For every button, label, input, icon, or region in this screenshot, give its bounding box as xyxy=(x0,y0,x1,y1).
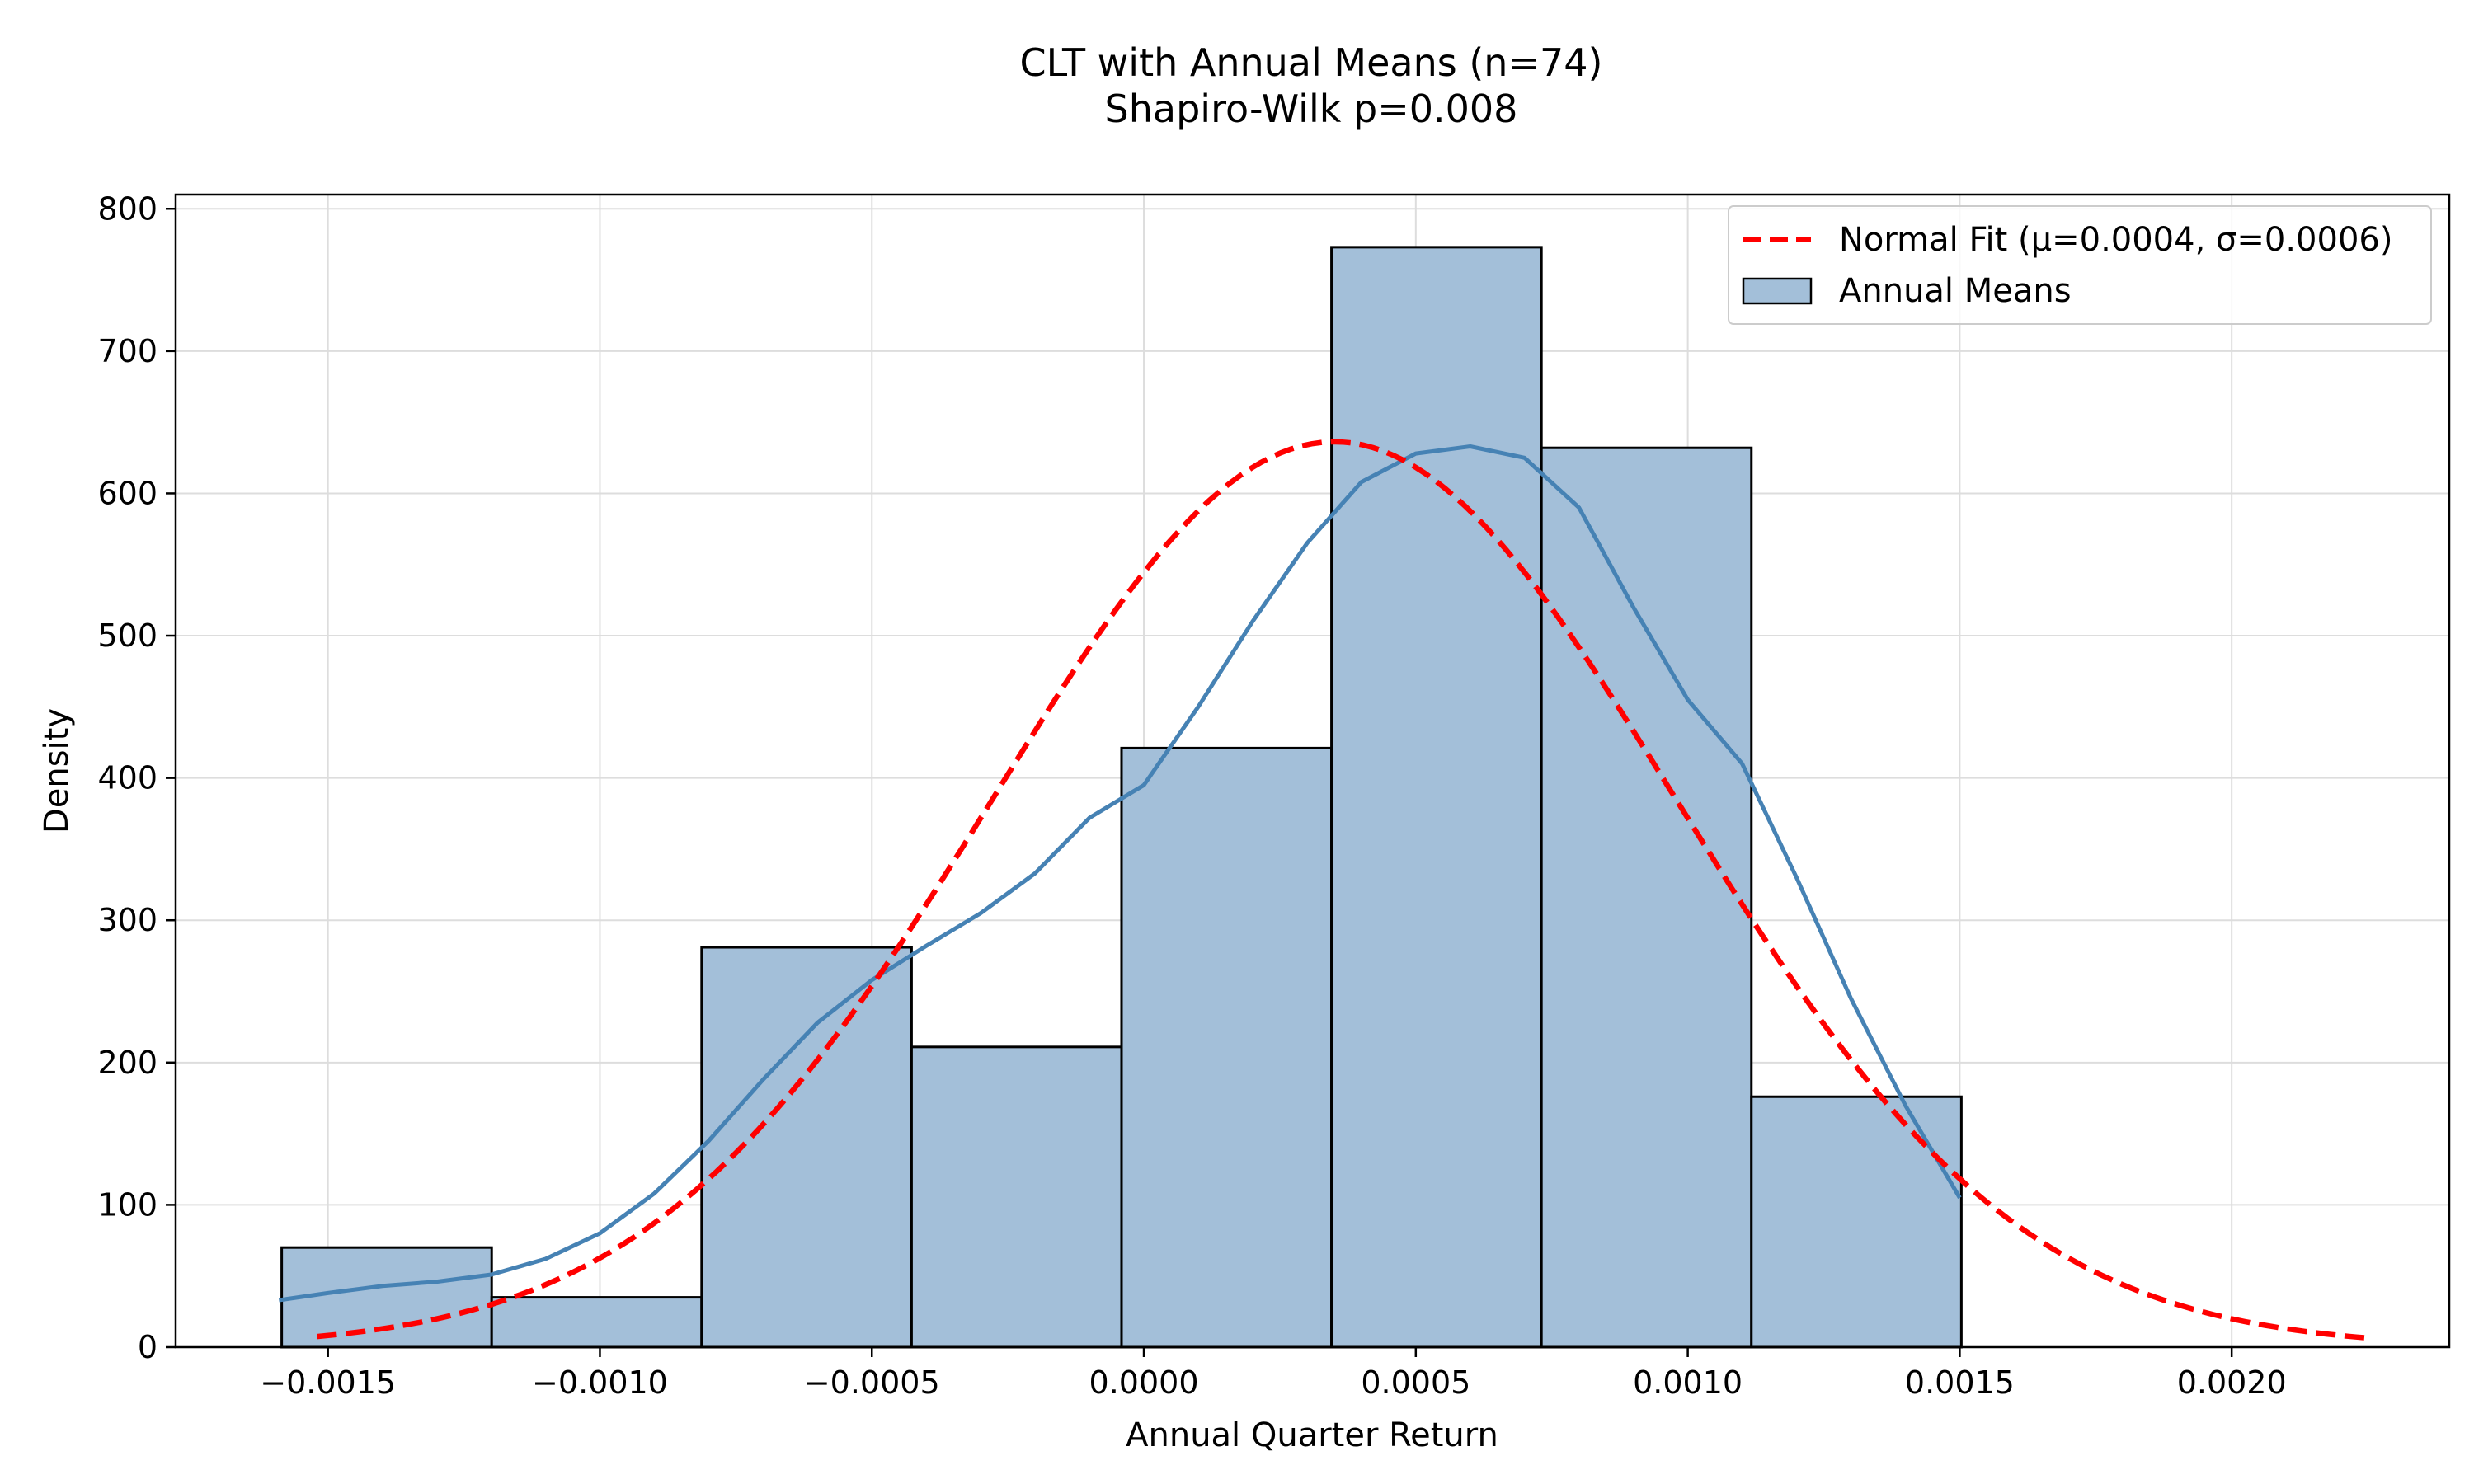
histogram-bar xyxy=(1330,246,1543,1349)
histogram-bar xyxy=(280,1246,493,1349)
x-tick-label: 0.0015 xyxy=(1905,1364,2015,1401)
normal-fit-line xyxy=(317,439,2368,1341)
y-tick-label: 500 xyxy=(97,618,158,654)
histogram-bar xyxy=(910,1045,1123,1349)
x-tick-label: −0.0010 xyxy=(532,1364,668,1401)
y-tick-label: 800 xyxy=(97,190,158,227)
x-tick-label: 0.0020 xyxy=(2177,1364,2287,1401)
kde-line xyxy=(278,444,1962,1303)
y-tick-label: 700 xyxy=(97,333,158,369)
legend-frame xyxy=(1728,205,2432,325)
x-tick-label: −0.0005 xyxy=(804,1364,940,1401)
x-axis-label: Annual Quarter Return xyxy=(1126,1416,1498,1454)
histogram-bar xyxy=(1540,446,1753,1349)
histogram-bars xyxy=(280,246,1963,1349)
legend-annual-means-label: Annual Means xyxy=(1839,272,2072,310)
legend: Normal Fit (μ=0.0004, σ=0.0006) Annual M… xyxy=(1728,205,2432,325)
x-tick-label: −0.0015 xyxy=(260,1364,396,1401)
y-tick-label: 100 xyxy=(97,1186,158,1223)
histogram-bar xyxy=(490,1296,703,1349)
density-lines xyxy=(278,439,2368,1341)
plot-area-frame xyxy=(174,193,2451,1349)
x-tick-label: 0.0005 xyxy=(1361,1364,1470,1401)
y-tick-label: 200 xyxy=(97,1045,158,1081)
x-tick-label: 0.0010 xyxy=(1633,1364,1743,1401)
y-tick-label: 300 xyxy=(97,902,158,938)
chart-subtitle: Shapiro-Wilk p=0.008 xyxy=(1105,87,1518,131)
y-tick-label: 600 xyxy=(97,475,158,511)
legend-annual-means-swatch xyxy=(1742,277,1813,305)
x-tick-label: 0.0000 xyxy=(1089,1364,1199,1401)
chart-title: CLT with Annual Means (n=74) xyxy=(1020,40,1603,85)
y-axis-label: Density xyxy=(38,708,76,834)
histogram-bar xyxy=(1750,1095,1963,1349)
y-tick-label: 400 xyxy=(97,760,158,796)
axis-ticks: −0.0015 −0.0010 −0.0005 0.0000 0.0005 0.0010 0… xyxy=(97,190,2286,1401)
histogram-bar xyxy=(700,946,913,1349)
legend-normal-fit-label: Normal Fit (μ=0.0004, σ=0.0006) xyxy=(1839,221,2392,259)
histogram-bar xyxy=(1120,746,1333,1349)
y-tick-label: 0 xyxy=(138,1329,158,1365)
